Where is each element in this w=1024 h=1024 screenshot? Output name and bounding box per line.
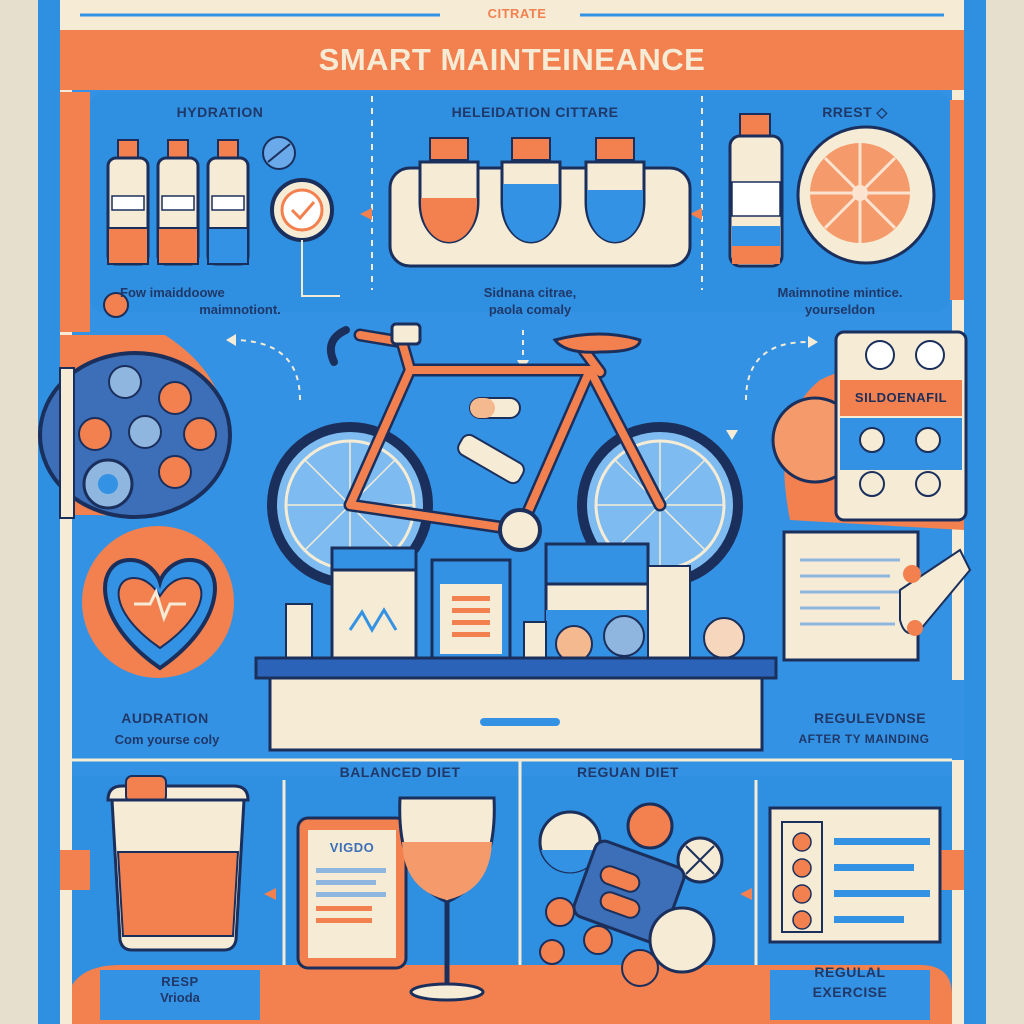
supplement-jars [285,542,745,663]
drink-cup [106,775,250,952]
heleidation-caption-2: paola comaly [488,302,572,317]
hydration-caption-1: Fow imaiddoowe [120,285,225,300]
tablet-label: VIGDO [329,840,375,855]
counter [254,656,778,752]
regular-exercise-line-1: REGULAL [814,964,886,980]
hydration-title: HYDRATION [176,104,264,120]
regular-exercise-line-2: EXERCISE [812,984,888,1000]
heleidation-caption-1: Sidnana citrae, [483,285,577,300]
heleidation-title: HELEIDATION CITTARE [451,104,619,120]
rrest-caption-2: yourseldon [804,302,876,317]
hydration-bottles [103,136,340,318]
tablet-and-wine [296,796,496,1002]
audration-title: AUDRATION [121,710,209,726]
sildenafil-card [771,330,968,530]
document-icon [782,530,972,662]
pill-pack-label: SILDOENAFIL [854,390,948,405]
reguan-diet-title: REGUAN DIET [577,764,679,780]
heart-icon [82,526,234,678]
balanced-diet-title: BALANCED DIET [339,764,461,780]
regulevdnse-caption: AFTER TY MAINDING [798,732,930,746]
resp-line-2: Vrioda [160,990,200,1005]
hydration-caption-2: maimnotiont. [199,302,281,317]
rest-bottle-grapefruit [728,113,936,268]
rrest-title: RREST ◇ [822,104,888,120]
pills-assortment [538,802,724,987]
audration-caption: Com yourse coly [114,732,220,747]
pill-plate [38,335,232,519]
top-label: CITRATE [487,6,547,21]
regulevdnse-title: REGULEVDNSE [813,710,927,726]
page-title: SMART MAINTEINEANCE [318,42,706,77]
exercise-schedule [768,806,942,944]
title-banner [60,0,964,90]
rrest-caption-1: Maimnotine mintice. [777,285,903,300]
resp-line-1: RESP [161,974,199,989]
flask-tray [388,137,692,268]
